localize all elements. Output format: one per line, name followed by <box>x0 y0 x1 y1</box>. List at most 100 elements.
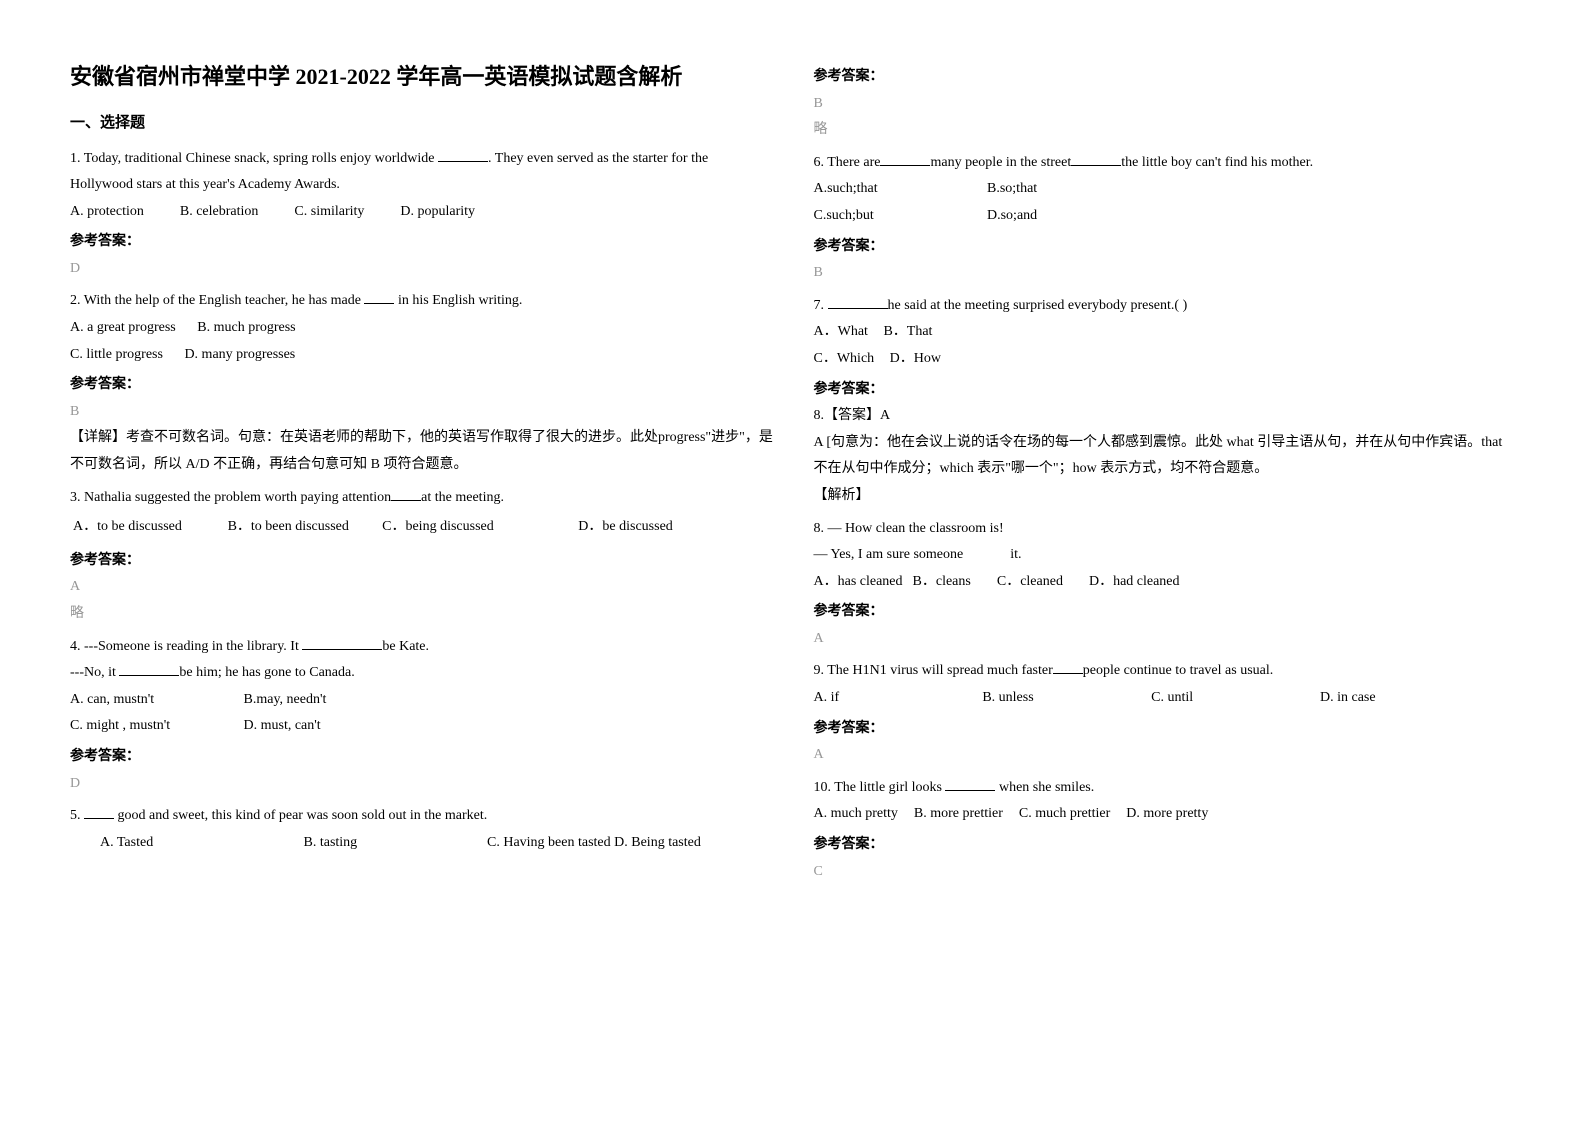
q10-opt-c: C. much prettier <box>1019 801 1110 828</box>
q1-opt-d: D. popularity <box>400 199 475 226</box>
question-8-line2: — Yes, I am sure someone it. <box>814 542 1518 569</box>
q8-opt-c: C．cleaned <box>997 569 1063 596</box>
q3-answer: A <box>70 574 774 601</box>
q2-opt-c: C. little progress <box>70 347 163 362</box>
q8-options: A．has cleaned B．cleans C．cleaned D．had c… <box>814 569 1518 596</box>
question-10: 10. The little girl looks when she smile… <box>814 775 1518 802</box>
q7-options-row2: C．Which D．How <box>814 346 1518 373</box>
blank <box>364 289 394 304</box>
question-9: 9. The H1N1 virus will spread much faste… <box>814 658 1518 685</box>
q10-text-b: when she smiles. <box>995 780 1094 795</box>
q3-opt-c: C．being discussed <box>381 513 575 542</box>
blank <box>880 151 930 166</box>
question-8-line1: 8. — How clean the classroom is! <box>814 516 1518 543</box>
document-title: 安徽省宿州市禅堂中学 2021-2022 学年高一英语模拟试题含解析 <box>70 60 774 93</box>
blank <box>391 486 421 501</box>
answer-label: 参考答案： <box>814 64 1518 91</box>
question-5: 5. good and sweet, this kind of pear was… <box>70 803 774 830</box>
question-7: 7. he said at the meeting surprised ever… <box>814 293 1518 320</box>
blank <box>1071 151 1121 166</box>
brief: 略 <box>814 117 1518 144</box>
q9-opt-c: C. until <box>1151 685 1306 712</box>
q2-options-row2: C. little progress D. many progresses <box>70 342 774 369</box>
q9-opt-a: A. if <box>814 685 969 712</box>
q4-l2a: ---No, it <box>70 665 119 680</box>
q5-text-a: 5. <box>70 808 84 823</box>
page-container: 安徽省宿州市禅堂中学 2021-2022 学年高一英语模拟试题含解析 一、选择题… <box>0 0 1587 1122</box>
q1-opt-c: C. similarity <box>294 199 364 226</box>
q6-opt-c: C.such;but <box>814 203 984 230</box>
q4-options-row1: A. can, mustn't B.may, needn't <box>70 687 774 714</box>
q4-options-row2: C. might , mustn't D. must, can't <box>70 713 774 740</box>
q5-options: A. Tasted B. tasting C. Having been tast… <box>70 830 774 857</box>
q8-l2a: — Yes, I am sure someone <box>814 547 964 562</box>
q4-opt-d: D. must, can't <box>244 718 321 733</box>
q4-l1a: 4. ---Someone is reading in the library.… <box>70 639 302 654</box>
section-heading-1: 一、选择题 <box>70 109 774 138</box>
q7-text-b: he said at the meeting surprised everybo… <box>888 298 1188 313</box>
q7-opt-a: A．What <box>814 324 868 339</box>
q6-opt-d: D.so;and <box>987 208 1037 223</box>
q5-opt-c: C. Having been tasted <box>487 835 611 850</box>
answer-label: 参考答案： <box>814 234 1518 261</box>
q9-opt-b: B. unless <box>982 685 1137 712</box>
answer-label: 参考答案： <box>814 832 1518 859</box>
q9-options: A. if B. unless C. until D. in case <box>814 685 1518 712</box>
answer-label: 参考答案： <box>814 716 1518 743</box>
q9-opt-d: D. in case <box>1320 685 1475 712</box>
q7-opt-b: B．That <box>883 324 932 339</box>
q9-answer: A <box>814 742 1518 769</box>
q10-opt-d: D. more pretty <box>1126 801 1208 828</box>
q8-opt-d: D．had cleaned <box>1089 569 1180 596</box>
q3-text-a: 3. Nathalia suggested the problem worth … <box>70 490 391 505</box>
q1-opt-b: B. celebration <box>180 199 259 226</box>
brief: 略 <box>70 601 774 628</box>
q4-opt-b: B.may, needn't <box>244 692 327 707</box>
q10-opt-a: A. much pretty <box>814 801 898 828</box>
blank <box>119 661 179 676</box>
q7-explain1: A [句意为：他在会议上说的话令在场的每一个人都感到震惊。此处 what 引导主… <box>814 430 1518 483</box>
q6-text-b: many people in the street <box>930 155 1071 170</box>
question-4-line1: 4. ---Someone is reading in the library.… <box>70 634 774 661</box>
q5-opt-d: D. Being tasted <box>614 830 701 857</box>
q9-text-b: people continue to travel as usual. <box>1083 663 1274 678</box>
q2-opt-a: A. a great progress <box>70 320 176 335</box>
q1-opt-a: A. protection <box>70 199 144 226</box>
q5-opt-a: A. Tasted <box>70 830 300 857</box>
q10-answer: C <box>814 859 1518 886</box>
blank <box>1053 659 1083 674</box>
blank <box>84 804 114 819</box>
q5-text-b: good and sweet, this kind of pear was so… <box>114 808 487 823</box>
q10-options: A. much pretty B. more prettier C. much … <box>814 801 1518 828</box>
q7-opt-d: D．How <box>890 351 941 366</box>
q6-options-row1: A.such;that B.so;that <box>814 176 1518 203</box>
q8-opt-b: B．cleans <box>913 569 971 596</box>
question-1: 1. Today, traditional Chinese snack, spr… <box>70 146 774 199</box>
q4-opt-a: A. can, mustn't <box>70 687 240 714</box>
q7-answer-head: 8.【答案】A <box>814 403 1518 430</box>
right-column: 参考答案： B 略 6. There are many people in the… <box>794 60 1538 1062</box>
q1-answer: D <box>70 256 774 283</box>
q10-text-a: 10. The little girl looks <box>814 780 946 795</box>
answer-label: 参考答案： <box>814 599 1518 626</box>
q7-opt-c: C．Which <box>814 351 875 366</box>
q2-answer: B <box>70 399 774 426</box>
blank <box>945 776 995 791</box>
question-3: 3. Nathalia suggested the problem worth … <box>70 485 774 512</box>
q4-l2b: be him; he has gone to Canada. <box>179 665 354 680</box>
q6-text-a: 6. There are <box>814 155 881 170</box>
question-2: 2. With the help of the English teacher,… <box>70 288 774 315</box>
q1-text-a: 1. Today, traditional Chinese snack, spr… <box>70 151 438 166</box>
q4-opt-c: C. might , mustn't <box>70 713 240 740</box>
q4-answer: D <box>70 771 774 798</box>
q8-l2b: it. <box>1010 547 1021 562</box>
q8-answer: A <box>814 626 1518 653</box>
answer-label: 参考答案： <box>70 372 774 399</box>
q6-answer: B <box>814 260 1518 287</box>
q6-options-row2: C.such;but D.so;and <box>814 203 1518 230</box>
q2-text-a: 2. With the help of the English teacher,… <box>70 293 364 308</box>
q4-l1b: be Kate. <box>382 639 429 654</box>
q2-options-row1: A. a great progress B. much progress <box>70 315 774 342</box>
q3-opt-a: A．to be discussed <box>72 513 225 542</box>
blank <box>302 635 382 650</box>
